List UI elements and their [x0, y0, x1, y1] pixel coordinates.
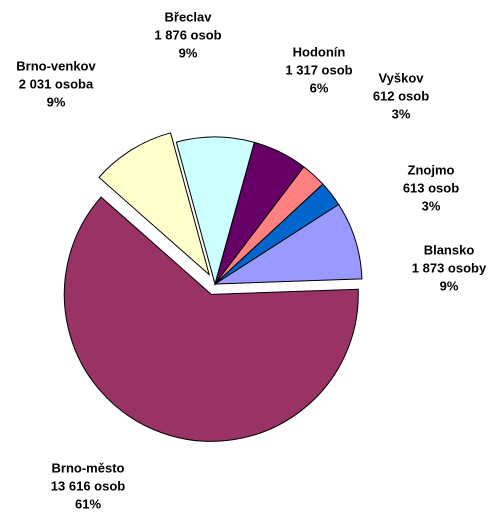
value-label: 1 873 osoby	[412, 261, 487, 276]
pie-slice	[63, 196, 359, 442]
slice-label: Blansko	[424, 243, 475, 258]
value-label: 1 876 osob	[154, 28, 221, 43]
percent-label: 9%	[47, 95, 66, 110]
percent-label: 3%	[422, 199, 441, 214]
value-label: 2 031 osoba	[19, 77, 94, 92]
slice-label: Břeclav	[165, 10, 213, 25]
slice-label: Vyškov	[378, 71, 424, 86]
pie-slice	[98, 132, 211, 277]
percent-label: 9%	[440, 279, 459, 294]
percent-label: 3%	[392, 107, 411, 122]
percent-label: 9%	[179, 46, 198, 61]
slice-label: Znojmo	[408, 163, 455, 178]
pie-slice	[213, 203, 363, 285]
slice-label: Brno-město	[52, 461, 125, 476]
percent-label: 61%	[75, 497, 101, 512]
value-label: 1 317 osob	[285, 63, 352, 78]
value-label: 13 616 osob	[51, 479, 125, 494]
slice-label: Hodonín	[293, 45, 346, 60]
percent-label: 6%	[310, 81, 329, 96]
slice-label: Brno-venkov	[16, 59, 96, 74]
value-label: 613 osob	[403, 181, 459, 196]
value-label: 612 osob	[373, 89, 429, 104]
